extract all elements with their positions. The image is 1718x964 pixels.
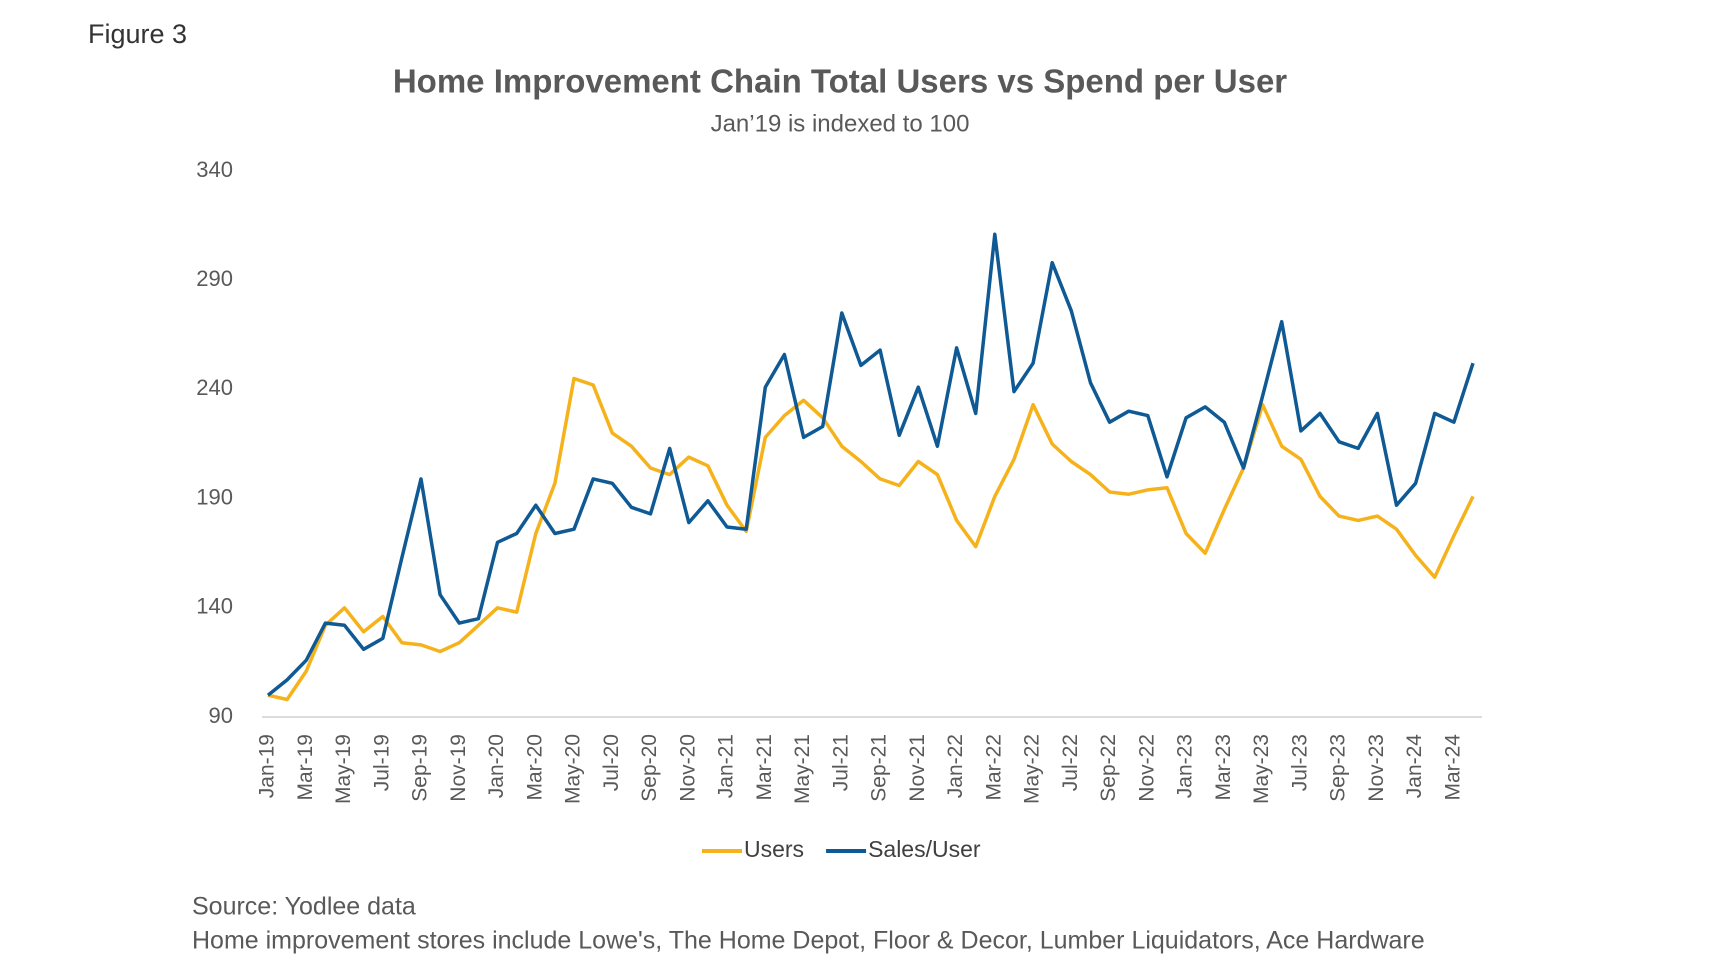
x-tick-label: May-20 <box>562 734 585 804</box>
x-tick-label: Nov-21 <box>906 734 929 802</box>
y-tick-label: 90 <box>209 703 233 728</box>
x-tick-label: Jul-19 <box>370 734 393 791</box>
x-tick-label: Jul-20 <box>600 734 623 791</box>
x-tick-label: Sep-20 <box>638 734 661 802</box>
x-tick-label: May-21 <box>791 734 814 804</box>
legend-label: Sales/User <box>868 836 981 862</box>
x-tick-label: Sep-22 <box>1097 734 1120 802</box>
x-tick-label: Sep-23 <box>1327 734 1350 802</box>
y-tick-label: 140 <box>196 594 233 619</box>
x-tick-label: Sep-19 <box>409 734 432 802</box>
x-tick-label: May-19 <box>332 734 355 804</box>
x-tick-label: Mar-19 <box>294 734 317 801</box>
x-tick-label: May-23 <box>1250 734 1273 804</box>
x-tick-label: Sep-21 <box>868 734 891 802</box>
footnote: Home improvement stores include Lowe's, … <box>192 927 1425 955</box>
x-tick-label: Jan-23 <box>1174 734 1197 798</box>
x-tick-label: Mar-24 <box>1441 734 1464 801</box>
x-tick-label: May-22 <box>1021 734 1044 804</box>
x-tick-label: Mar-21 <box>753 734 776 801</box>
x-tick-label: Jan-24 <box>1403 734 1426 799</box>
y-tick-label: 290 <box>196 266 233 291</box>
line-series <box>267 376 1475 702</box>
x-tick-label: Nov-20 <box>676 734 699 802</box>
x-tick-label: Jan-19 <box>256 734 279 798</box>
x-tick-label: Jan-20 <box>485 734 508 798</box>
chart-subtitle: Jan’19 is indexed to 100 <box>711 110 970 137</box>
x-tick-label: Nov-22 <box>1135 734 1158 802</box>
x-tick-label: Jan-22 <box>944 734 967 798</box>
y-tick-label: 340 <box>196 157 233 182</box>
y-tick-label: 240 <box>196 375 233 400</box>
x-tick-label: Nov-19 <box>447 734 470 802</box>
x-tick-label: Nov-23 <box>1365 734 1388 802</box>
y-tick-label: 190 <box>196 484 233 509</box>
source-note: Source: Yodlee data <box>192 893 416 921</box>
x-tick-label: Mar-20 <box>523 734 546 801</box>
x-tick-label: Jul-22 <box>1059 734 1082 791</box>
figure-label: Figure 3 <box>88 19 187 49</box>
x-tick-label: Jan-21 <box>715 734 738 798</box>
chart-title: Home Improvement Chain Total Users vs Sp… <box>393 63 1287 100</box>
x-tick-label: Jul-23 <box>1288 734 1311 791</box>
x-tick-label: Jul-21 <box>829 734 852 791</box>
x-tick-label: Mar-23 <box>1212 734 1235 801</box>
x-tick-label: Mar-22 <box>982 734 1005 801</box>
line-series <box>266 232 1475 697</box>
legend-label: Users <box>744 836 804 862</box>
